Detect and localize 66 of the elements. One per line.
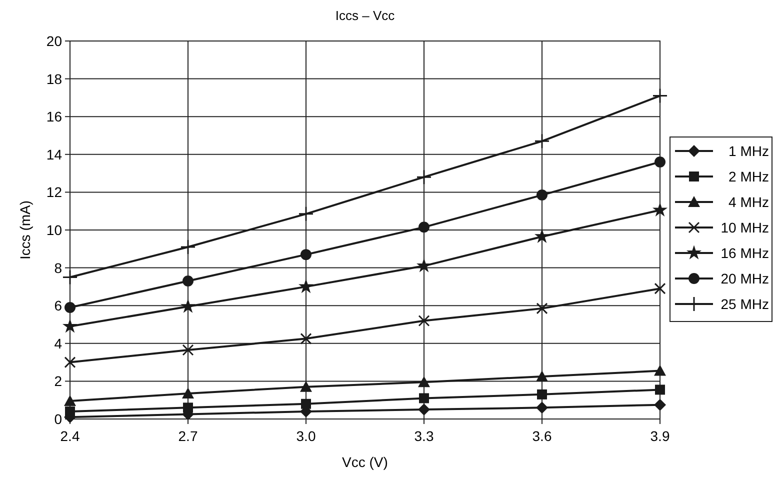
y-tick-label: 8 [54,260,62,276]
y-tick-label: 14 [46,146,62,162]
y-tick-label: 10 [46,222,62,238]
point [416,258,432,272]
y-tick-label: 12 [46,184,62,200]
point [534,228,550,244]
point [652,202,668,217]
point [298,278,314,294]
point [300,380,312,392]
point [534,133,550,149]
point [62,270,78,285]
point [536,370,548,382]
point [655,384,665,395]
point [418,314,430,326]
chart-title: Iccs – Vcc [335,8,396,23]
legend-label: 16 MHz [720,245,769,261]
point [182,387,194,398]
x-tick-label: 3.0 [296,428,316,444]
point [300,332,312,344]
point [536,402,548,414]
x-axis-title: Vcc (V) [342,454,388,470]
point [418,222,430,233]
legend-label: 2 MHz [728,168,769,184]
y-tick-label: 18 [46,70,62,87]
point [536,302,548,314]
x-tick-label: 2.4 [60,428,80,444]
y-tick-label: 16 [46,108,62,125]
point [64,302,76,313]
y-tick-label: 6 [54,298,62,314]
point [182,276,194,287]
point [300,249,312,260]
legend-label: 25 MHz [720,296,769,312]
point [419,393,429,404]
point [416,169,432,185]
y-tick-label: 4 [54,335,62,352]
y-tick-label: 20 [46,33,62,49]
point [301,398,311,409]
point [654,156,666,168]
point [418,376,430,388]
point [537,389,547,400]
point [62,318,78,333]
point [182,344,194,356]
x-tick-label: 3.9 [650,428,670,444]
y-tick-label: 0 [54,411,62,427]
point [180,239,196,255]
point [298,206,314,222]
legend-label: 4 MHz [728,194,769,210]
point [64,395,76,406]
point [183,402,193,413]
x-tick-label: 2.7 [178,428,198,444]
point [654,364,666,376]
legend-label: 20 MHz [720,270,769,286]
x-tick-label: 3.3 [414,428,434,444]
point [536,190,548,201]
legend-label: 10 MHz [720,220,769,236]
x-tick-label: 3.6 [532,428,552,444]
point [654,282,666,294]
point [418,404,430,416]
point [654,398,666,411]
y-axis-title: Iccs (mA) [17,200,33,260]
point [64,356,76,368]
legend-label: 1 MHz [728,143,769,159]
y-tick-label: 2 [54,373,62,390]
point [65,406,75,416]
point [652,88,668,104]
point [180,298,196,313]
